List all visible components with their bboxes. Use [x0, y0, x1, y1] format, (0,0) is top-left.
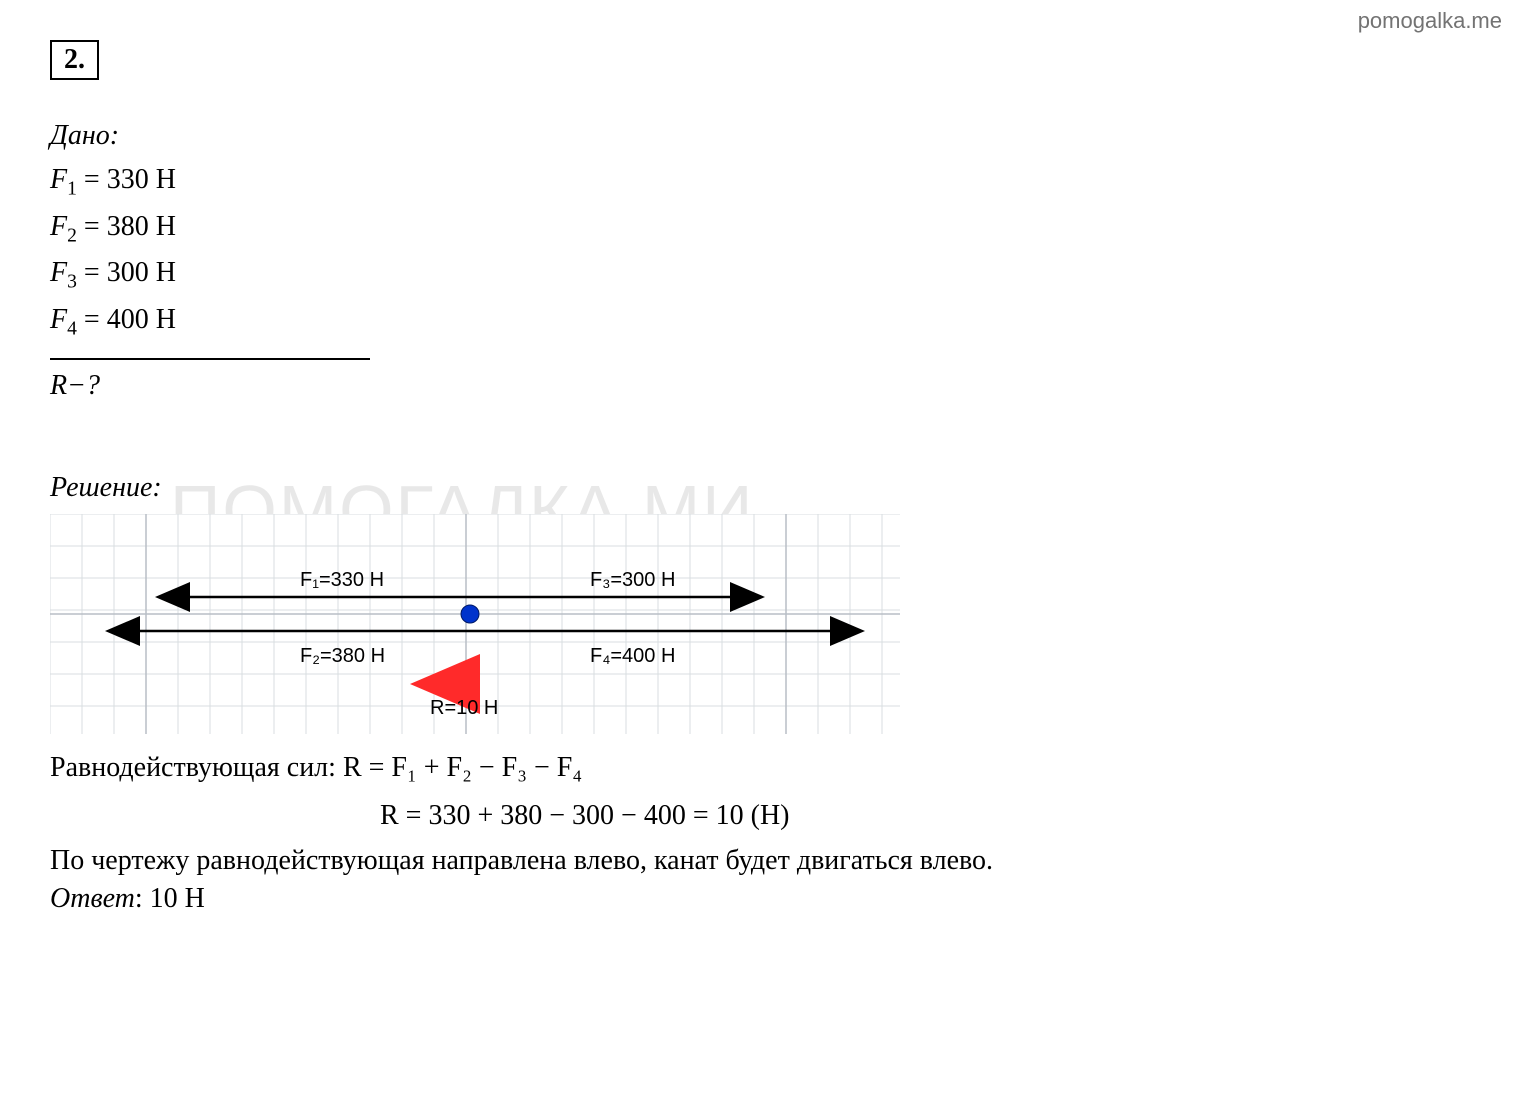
result-line2: R = 330 + 380 − 300 − 400 = 10 (Н) [380, 795, 1482, 837]
svg-text:R=10 H: R=10 H [430, 697, 498, 719]
svg-text:F₁=330 H: F₁=330 H [300, 569, 384, 591]
answer-value: : 10 Н [135, 883, 205, 914]
f1-name: F [50, 164, 67, 195]
given-divider [50, 358, 370, 360]
watermark-top: pomogalka.me [1358, 8, 1502, 34]
solution-label: Решение: [50, 472, 1482, 504]
content: Дано: F1 = 330 Н F2 = 380 Н F3 = 300 Н F… [50, 120, 1482, 915]
given-label: Дано: [50, 120, 1482, 152]
f2-sub: 2 [67, 225, 77, 246]
conclusion: По чертежу равнодействующая направлена в… [50, 845, 1482, 877]
f4-name: F [50, 304, 67, 335]
f4-sub: 4 [67, 318, 77, 339]
f1-val: = 330 Н [77, 164, 176, 195]
find-line: R−? [50, 370, 1482, 402]
force-f3: F3 = 300 Н [50, 257, 1482, 294]
result-formula1: R = F₁ + F₂ − F₃ − F₄ [343, 752, 582, 783]
svg-text:F₄=400 H: F₄=400 H [590, 645, 675, 667]
f3-name: F [50, 257, 67, 288]
force-diagram: F₁=330 H F₃=300 H F₂=380 H F₄=400 H R=10 H [50, 514, 1482, 739]
f3-val: = 300 Н [77, 257, 176, 288]
answer: Ответ: 10 Н [50, 883, 1482, 915]
f4-val: = 400 Н [77, 304, 176, 335]
f2-name: F [50, 211, 67, 242]
f3-sub: 3 [67, 272, 77, 293]
force-f1: F1 = 330 Н [50, 164, 1482, 201]
force-f2: F2 = 380 Н [50, 211, 1482, 248]
find-text: R−? [50, 370, 100, 401]
result-prefix: Равнодействующая сил: [50, 752, 343, 783]
force-f4: F4 = 400 Н [50, 304, 1482, 341]
f1-sub: 1 [67, 179, 77, 200]
answer-label: Ответ [50, 883, 135, 914]
f2-val: = 380 Н [77, 211, 176, 242]
diagram-svg: F₁=330 H F₃=300 H F₂=380 H F₄=400 H R=10 H [50, 514, 900, 734]
problem-number: 2. [50, 40, 99, 80]
result-line1: Равнодействующая сил: R = F₁ + F₂ − F₃ −… [50, 747, 1482, 789]
svg-text:F₂=380 H: F₂=380 H [300, 645, 385, 667]
svg-text:F₃=300 H: F₃=300 H [590, 569, 675, 591]
